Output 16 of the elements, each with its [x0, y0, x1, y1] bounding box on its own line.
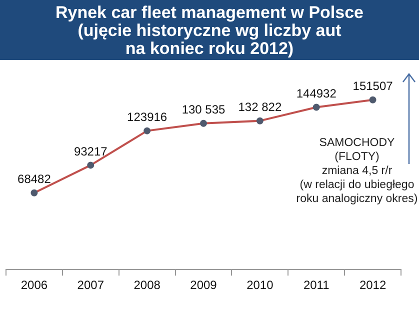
x-tick-label: 2012	[359, 278, 386, 292]
data-label: 130 535	[182, 102, 226, 117]
annotation: SAMOCHODY (FLOTY) zmiana 4,5 r/r (w relacji do ubiegłego roku analogiczny okres)	[296, 136, 418, 206]
chart-title: Rynek car fleet management w Polsce (ujęcie historyczne wg liczby aut na koniec roku 2012)	[0, 0, 419, 60]
x-tick-label: 2011	[303, 278, 330, 292]
x-tick-label: 2009	[190, 278, 218, 292]
data-label: 93217	[74, 144, 108, 159]
data-label: 151507	[352, 79, 394, 94]
x-tick-label: 2007	[77, 278, 104, 292]
data-label: 123916	[127, 110, 168, 124]
data-label: 144932	[296, 86, 337, 101]
x-tick-label: 2008	[134, 278, 161, 292]
x-tick-label: 2006	[20, 278, 48, 292]
x-tick-label: 2010	[246, 278, 274, 292]
data-label: 132 822	[238, 100, 282, 114]
data-label: 68482	[18, 172, 52, 186]
